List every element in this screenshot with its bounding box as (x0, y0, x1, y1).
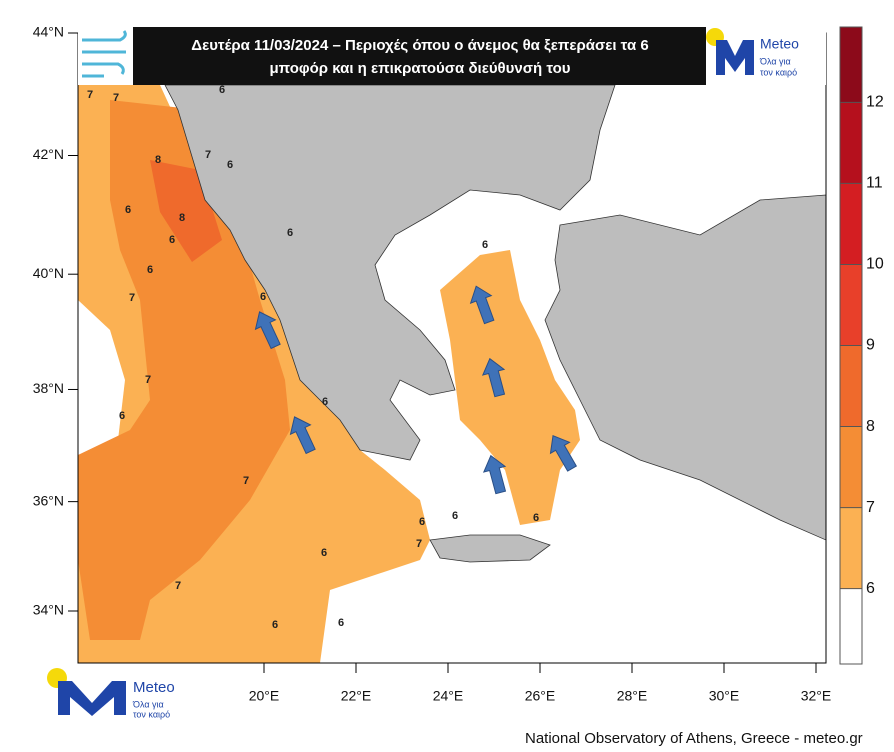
colorbar-label: 10 (866, 256, 884, 273)
lon-label: 28°E (617, 688, 648, 704)
wind-arrow (289, 416, 316, 455)
logo-name: Meteo (760, 36, 799, 52)
colorbar-segment (840, 102, 862, 184)
wind-arrows (254, 285, 578, 495)
contour-label: 6 (169, 234, 175, 246)
colorbar-label: 7 (866, 499, 875, 516)
lon-label: 22°E (341, 688, 372, 704)
contour-label: 6 (119, 410, 125, 422)
contour-label: 6 (287, 227, 293, 239)
colorbar-label: 12 (866, 94, 884, 111)
land (164, 84, 616, 461)
contour-label: 7 (145, 374, 151, 386)
colorbar-segment (840, 264, 862, 346)
lat-label: 40°N (33, 265, 64, 281)
italy (78, 300, 125, 470)
title-line: μποφόρ και η επικρατούσα διεύθυνσή του (269, 60, 570, 77)
contour-label: 8 (179, 212, 185, 224)
colorbar-segment (840, 588, 862, 664)
lat-label: 36°N (33, 492, 64, 508)
contour-label: 6 (125, 204, 131, 216)
colorbar-label: 9 (866, 337, 875, 354)
logo-tagline: Όλα για (759, 56, 791, 66)
wind-zone-6-7 (440, 250, 580, 525)
contour-label: 6 (321, 547, 327, 559)
logo-tagline: τον καιρό (760, 67, 797, 77)
colorbar-segment (840, 183, 862, 265)
lon-label: 32°E (801, 688, 832, 704)
wind-arrow (549, 434, 578, 472)
land (544, 194, 826, 541)
logo-tagline: τον καιρό (133, 709, 170, 719)
lat-label: 34°N (33, 602, 64, 618)
crete (429, 534, 551, 563)
wind-arrow (482, 454, 507, 495)
wind-arrow (254, 311, 281, 350)
axes: 44°N 42°N 40°N 38°N 36°N 34°N 20°E 22°E 24°E 26°E… (33, 24, 832, 704)
contour-label: 7 (129, 292, 135, 304)
colorbar: 6 7 8 9 10 11 12 (839, 26, 884, 665)
wind-icon (82, 30, 127, 78)
contour-label: 6 (260, 291, 266, 303)
contour-label: 6 (219, 84, 225, 96)
colorbar-label: 6 (866, 580, 875, 597)
contour-label: 6 (452, 510, 458, 522)
contour-label: 7 (205, 149, 211, 161)
lon-label: 30°E (709, 688, 740, 704)
contour-label: 6 (533, 512, 539, 524)
contour-label: 7 (113, 92, 119, 104)
contour-label: 6 (272, 619, 278, 631)
footer: National Observatory of Athens, Greece -… (525, 730, 863, 747)
lon-label: 24°E (433, 688, 464, 704)
contour-label: 7 (87, 89, 93, 101)
contour-label: 7 (175, 580, 181, 592)
contour-label: 6 (482, 239, 488, 251)
wind-arrow (481, 357, 506, 398)
wind-arrow (469, 285, 495, 325)
contour-label: 6 (322, 396, 328, 408)
contour-label: 6 (338, 617, 344, 629)
logo-name: Meteo (133, 679, 175, 696)
contour-label: 7 (416, 538, 422, 550)
lat-label: 44°N (33, 24, 64, 40)
logo: Meteo Όλα για τον καιρό (47, 668, 175, 719)
colorbar-segment (840, 345, 862, 427)
contour-label: 6 (419, 516, 425, 528)
colorbar-segment (840, 27, 862, 103)
contour-label: 8 (155, 154, 161, 166)
logo: Meteo Όλα για τον καιρό (706, 27, 826, 85)
title-box (78, 27, 706, 85)
lon-label: 26°E (525, 688, 556, 704)
lat-label: 38°N (33, 380, 64, 396)
colorbar-segment (840, 426, 862, 508)
colorbar-label: 8 (866, 418, 875, 435)
contour-label: 6 (147, 264, 153, 276)
title-line: Δευτέρα 11/03/2024 – Περιοχές όπου ο άνε… (191, 37, 648, 54)
lat-label: 42°N (33, 146, 64, 162)
logo-m (58, 681, 126, 716)
contour-label: 7 (243, 475, 249, 487)
logo-tagline: Όλα για (132, 699, 164, 709)
colorbar-segment (840, 507, 862, 589)
logo-m (716, 40, 754, 75)
colorbar-label: 11 (866, 175, 883, 192)
lon-label: 20°E (249, 688, 280, 704)
contour-label: 6 (227, 159, 233, 171)
